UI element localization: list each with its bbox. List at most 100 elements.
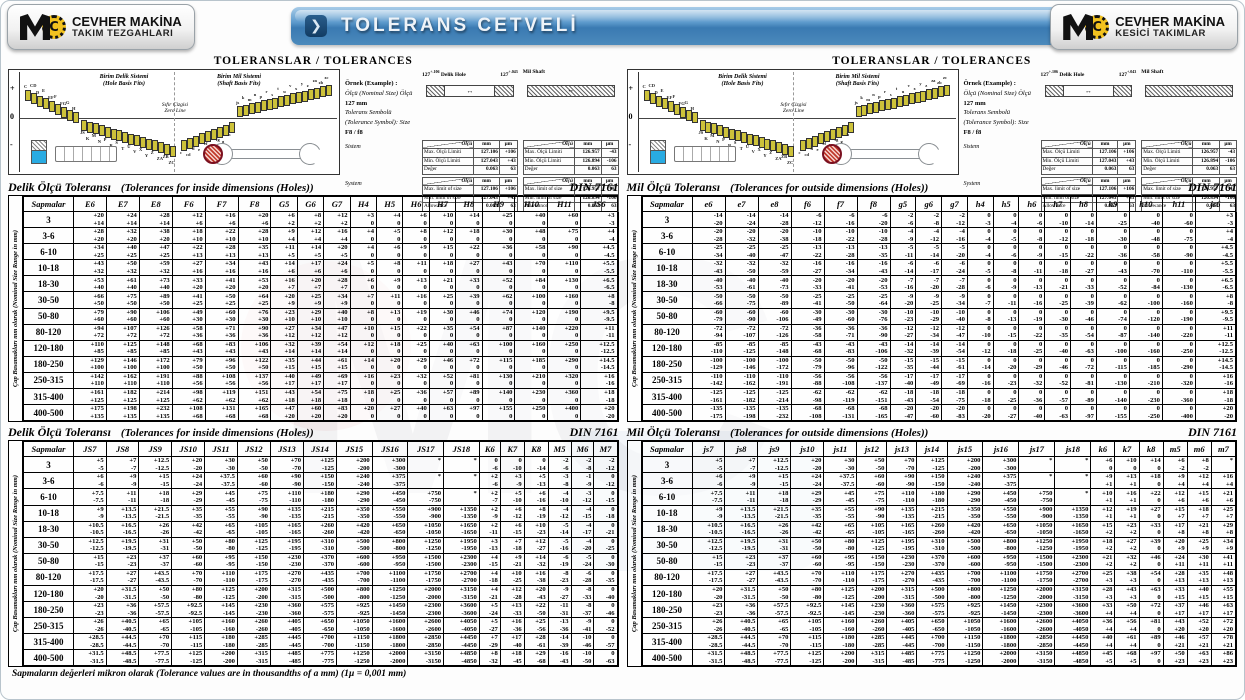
tolerance-cell: +2000 -2000	[1018, 584, 1056, 603]
tolerance-cell: +39 +14	[296, 339, 325, 357]
tolerance-cell: +8 -8	[1194, 291, 1237, 309]
tolerance-cell: 0 -74	[1095, 307, 1130, 325]
tolerance-cell: +220 0	[547, 323, 582, 341]
tolerance-cell: 0 -25	[1044, 291, 1072, 309]
tolerance-cell: +750 -750	[407, 488, 445, 506]
tolerance-cell: +23 +2	[1114, 520, 1140, 538]
tolerance-cell: +60 -60	[790, 552, 825, 570]
tolerance-cell: +9 -9	[105, 472, 140, 490]
tolerance-cell: +70 -70	[138, 633, 173, 651]
tolerance-cell: 0 -5	[992, 227, 1020, 245]
tolerance-cell: +270 -270	[886, 568, 918, 586]
tolerance-cell: -4 -9	[889, 227, 917, 245]
tolerance-cell: -3 -8	[547, 472, 572, 490]
tolerance-cell: +165 -165	[886, 520, 918, 538]
tolerance-cell: +43 +18	[270, 388, 298, 406]
tolerance-cell: +32 0	[402, 371, 430, 390]
tolerance-cell: +13 -33	[499, 601, 525, 619]
tolerance-cell: 0 -25	[593, 536, 618, 554]
tolerance-cell: -4 -10	[547, 488, 572, 506]
tolerance-cell: +195 -195	[886, 536, 918, 554]
tolerance-cell: 0 -25	[1018, 339, 1046, 357]
tolerance-cell: -72 -107	[724, 323, 759, 341]
tolerance-cell: +200 -200	[946, 456, 984, 474]
tolerance-cell: +10 +1	[1090, 488, 1116, 506]
tolerance-cell: +1450 -1450	[371, 601, 409, 619]
tolerance-cell: +20 -43	[523, 584, 549, 603]
tolerance-cell: +9 -21	[499, 552, 525, 570]
tolerance-cell: +120 0	[514, 307, 549, 325]
tolerance-cell: +14 +6	[270, 259, 298, 277]
tolerance-cell: 0 -4	[992, 210, 1020, 229]
tolerance-class-header: H4	[349, 196, 378, 212]
tolerance-cell: +214 +125	[138, 388, 173, 406]
tolerance-cell: 0 -250	[1161, 339, 1196, 357]
tolerance-cell: +145 -145	[823, 601, 858, 619]
tolerance-cell: +79 +50	[171, 355, 206, 373]
tolerance-cell: +27 0	[375, 404, 404, 422]
tolerance-cell: +150 -150	[303, 472, 338, 490]
tolerance-cell: +100 0	[514, 291, 549, 309]
tolerance-cell: +37 +17	[1162, 601, 1188, 619]
tolerance-cell: 0 -290	[1161, 355, 1196, 373]
tolerance-cell: +10.5 -10.5	[691, 520, 726, 538]
tolerance-cell: +16 0	[402, 291, 430, 309]
tolerance-cell: +15 -15	[691, 552, 726, 570]
tolerance-cell: +21.5 -21.5	[138, 504, 173, 522]
tolerance-cell: -6 -12	[790, 210, 825, 229]
tolerance-cell: +40 +17	[270, 371, 298, 390]
tolerance-cell: +130 0	[481, 371, 516, 390]
tolerance-cell: -10 -28	[856, 227, 891, 245]
tolerance-cell: -2 -12	[593, 456, 618, 474]
tolerance-cell: +12 +4	[296, 227, 325, 245]
hole-basis-label: Birim Delik Sistemi (Hole Basis Fits)	[99, 74, 149, 87]
tolerance-cell: -6 -17	[915, 259, 943, 277]
tolerance-cell: +9.5 -9.5	[580, 307, 618, 325]
tolerance-cell: +3150 -3150	[1054, 584, 1092, 603]
tolerance-cell: +5.5 -5.5	[1194, 259, 1237, 277]
tolerance-cell: +145 -145	[204, 601, 238, 619]
tolerance-cell: -68 -131	[823, 404, 858, 422]
tolerance-cell: +200 -200	[856, 584, 888, 603]
tolerance-cell: +27 -27	[724, 568, 759, 586]
tolerance-cell: -7 -28	[941, 275, 968, 293]
tolerance-cell: 0 -11	[992, 291, 1020, 309]
tolerance-cell: 0 -54	[1070, 323, 1097, 341]
tolerance-cell: +650 -650	[303, 617, 338, 635]
tolerance-cell: +36 0	[481, 243, 516, 261]
tolerance-cell: 0 -32	[1018, 371, 1046, 390]
tolerance-cell: +25 0	[428, 291, 457, 309]
tolerance-class-header: JS18	[443, 441, 480, 458]
tolerances-heading: TOLERANSLAR / TOLERANCES	[213, 55, 413, 67]
tolerance-cell: +50 -50	[856, 456, 888, 474]
tolerance-cell: +54 +14	[323, 339, 351, 357]
tolerance-cell: +2000 -2000	[371, 649, 409, 667]
tolerance-cell: -5 -20	[941, 243, 968, 261]
tolerance-class-header: JS14	[303, 441, 338, 458]
tolerance-cell: +575 -575	[916, 601, 948, 619]
tolerance-cell: +54 +18	[296, 388, 325, 406]
tolerance-cell: +9 +4	[270, 227, 298, 245]
tolerance-cell: +15 -15	[138, 472, 173, 490]
tolerance-cell: 0 -25	[1095, 210, 1130, 229]
tolerance-cell: +8 0	[349, 307, 378, 325]
tolerance-cell: +140 0	[481, 388, 516, 406]
tolerance-cell: +29 -68	[523, 649, 549, 667]
tolerance-cell: *	[443, 488, 480, 506]
tolerance-cell: +23 -23	[724, 552, 759, 570]
tolerance-cell: 0 -140	[1128, 323, 1163, 341]
tolerance-cell: 0 -40	[1018, 404, 1046, 422]
tolerance-class-header: JS17	[407, 441, 445, 458]
tolerance-cell: +80 -80	[790, 584, 825, 603]
tolerance-cell: +12.5 -12.5	[1194, 339, 1237, 357]
tolerance-class-header: M5	[547, 441, 572, 458]
tolerance-cell: -50 -122	[856, 355, 891, 373]
tolerance-cell: +28 +20	[73, 227, 107, 245]
tolerance-cell: +1350 -1350	[1054, 504, 1092, 522]
tolerance-cell: +175 -175	[236, 568, 271, 586]
tolerance-cell: +5 -24	[478, 601, 501, 619]
tolerance-cell: +107 +72	[105, 323, 140, 341]
tolerance-cell: +14.5 -14.5	[1194, 355, 1237, 373]
holes-tolerance-table-2: Sapmalar JS7 JS8 JS9 JS10 JS11 JS12 JS13 JS14 JS1…	[23, 441, 618, 667]
